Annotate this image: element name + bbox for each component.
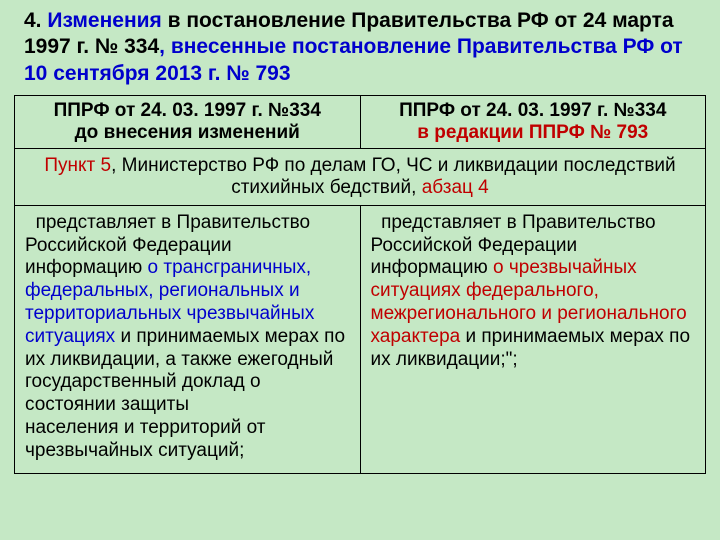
section-p1: Пункт 5	[44, 155, 111, 176]
comparison-table: ППРФ от 24. 03. 1997 г. №334 до внесения…	[14, 95, 706, 474]
header-right-top: ППРФ от 24. 03. 1997 г. №334	[369, 100, 698, 122]
section-row: Пункт 5, Министерство РФ по делам ГО, ЧС…	[15, 148, 706, 205]
left-para-1: представляет в Правительство Российской …	[25, 212, 350, 417]
section-p3: абзац 4	[422, 177, 489, 198]
indent	[371, 212, 382, 233]
left-t4: населения и территорий от чрезвычайных с…	[25, 417, 350, 463]
table-header-row: ППРФ от 24. 03. 1997 г. №334 до внесения…	[15, 95, 706, 148]
header-left: ППРФ от 24. 03. 1997 г. №334 до внесения…	[15, 95, 361, 148]
section-p2: , Министерство РФ по делам ГО, ЧС и ликв…	[111, 155, 676, 198]
right-para-1: представляет в Правительство Российской …	[371, 212, 696, 372]
content-row: представляет в Правительство Российской …	[15, 205, 706, 473]
title-num: 4.	[24, 9, 47, 32]
header-right-sub: в редакции ППРФ № 793	[369, 122, 698, 144]
indent	[25, 212, 36, 233]
content-left: представляет в Правительство Российской …	[15, 205, 361, 473]
slide-title: 4. Изменения в постановление Правительст…	[14, 8, 706, 87]
header-left-sub: до внесения изменений	[23, 122, 352, 144]
section-cell: Пункт 5, Министерство РФ по делам ГО, ЧС…	[15, 148, 706, 205]
header-left-top: ППРФ от 24. 03. 1997 г. №334	[23, 100, 352, 122]
title-p2: Изменения	[47, 9, 161, 32]
header-right: ППРФ от 24. 03. 1997 г. №334 в редакции …	[360, 95, 706, 148]
content-right: представляет в Правительство Российской …	[360, 205, 706, 473]
